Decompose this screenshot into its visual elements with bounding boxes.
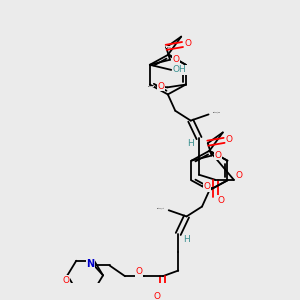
Text: N: N (86, 259, 94, 269)
Text: O: O (158, 82, 164, 91)
Text: O: O (236, 171, 243, 180)
Text: OH: OH (173, 65, 186, 74)
Text: O: O (62, 276, 69, 285)
Text: O: O (218, 196, 225, 205)
Text: H: H (183, 235, 190, 244)
Text: O: O (204, 182, 211, 191)
Text: O: O (136, 268, 142, 277)
Text: H: H (187, 139, 194, 148)
Text: methyl: methyl (167, 46, 171, 48)
Text: methyl_bot: methyl_bot (157, 207, 164, 209)
Text: methyl_top: methyl_top (213, 111, 221, 113)
Text: O: O (226, 135, 233, 144)
Text: methoxy: methoxy (148, 86, 154, 87)
Text: O: O (184, 40, 191, 49)
Text: O: O (172, 55, 179, 64)
Text: O: O (214, 151, 221, 160)
Text: O: O (153, 292, 160, 300)
